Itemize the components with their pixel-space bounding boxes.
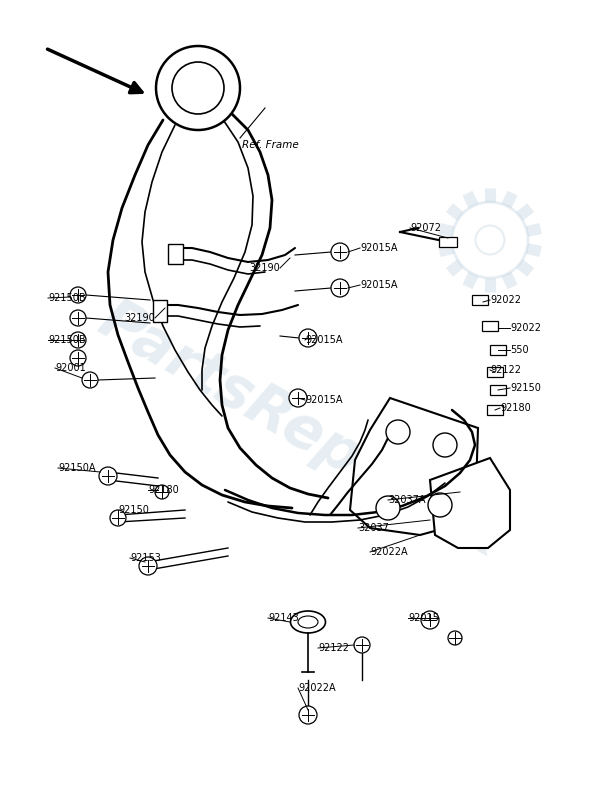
Text: 32037: 32037 (358, 523, 389, 533)
Circle shape (376, 496, 400, 520)
Text: 32037A: 32037A (388, 495, 425, 505)
Text: 92180: 92180 (148, 485, 179, 495)
Circle shape (70, 310, 86, 326)
Text: 92022: 92022 (510, 323, 541, 333)
Text: 92015A: 92015A (305, 335, 343, 345)
Text: 92143: 92143 (268, 613, 299, 623)
Text: 92122: 92122 (490, 365, 521, 375)
Circle shape (354, 637, 370, 653)
Text: 32190: 32190 (124, 313, 155, 323)
Text: 92072: 92072 (410, 223, 441, 233)
Circle shape (299, 706, 317, 724)
Circle shape (448, 631, 462, 645)
Circle shape (331, 243, 349, 261)
Ellipse shape (298, 616, 318, 628)
FancyBboxPatch shape (487, 405, 503, 415)
Polygon shape (430, 458, 510, 548)
Circle shape (155, 485, 169, 499)
Polygon shape (350, 398, 478, 535)
Text: 92015A: 92015A (360, 280, 398, 290)
Text: 92180: 92180 (500, 403, 531, 413)
Text: 550: 550 (510, 345, 529, 355)
Circle shape (299, 329, 317, 347)
Circle shape (386, 420, 410, 444)
Text: 92122: 92122 (318, 643, 349, 653)
Circle shape (139, 557, 157, 575)
Text: 92015A: 92015A (360, 243, 398, 253)
FancyBboxPatch shape (487, 367, 503, 377)
FancyBboxPatch shape (153, 300, 167, 322)
Text: 92150B: 92150B (48, 293, 86, 303)
Circle shape (331, 279, 349, 297)
Text: 92150: 92150 (118, 505, 149, 515)
Circle shape (110, 510, 126, 526)
FancyBboxPatch shape (490, 345, 506, 355)
Circle shape (289, 389, 307, 407)
Circle shape (70, 287, 86, 303)
FancyBboxPatch shape (472, 295, 488, 305)
FancyBboxPatch shape (490, 385, 506, 395)
Ellipse shape (290, 611, 325, 633)
Text: 92015: 92015 (408, 613, 439, 623)
FancyBboxPatch shape (439, 237, 457, 247)
Circle shape (172, 62, 224, 114)
Circle shape (70, 350, 86, 366)
Circle shape (99, 467, 117, 485)
Text: 92022: 92022 (490, 295, 521, 305)
Text: 32190: 32190 (249, 263, 280, 273)
Text: 92022A: 92022A (370, 547, 407, 557)
Text: 92022A: 92022A (298, 683, 335, 693)
Text: 92150A: 92150A (58, 463, 95, 473)
Text: PartsRepublik: PartsRepublik (89, 291, 511, 569)
Text: 92001: 92001 (55, 363, 86, 373)
Text: 92015A: 92015A (305, 395, 343, 405)
Text: 92153: 92153 (130, 553, 161, 563)
Text: Ref. Frame: Ref. Frame (242, 140, 299, 150)
Circle shape (156, 46, 240, 130)
Circle shape (70, 332, 86, 348)
Text: 92150: 92150 (510, 383, 541, 393)
Circle shape (428, 493, 452, 517)
Text: 92150B: 92150B (48, 335, 86, 345)
FancyBboxPatch shape (168, 244, 183, 264)
Circle shape (82, 372, 98, 388)
Circle shape (421, 611, 439, 629)
Circle shape (433, 433, 457, 457)
FancyBboxPatch shape (482, 321, 498, 331)
